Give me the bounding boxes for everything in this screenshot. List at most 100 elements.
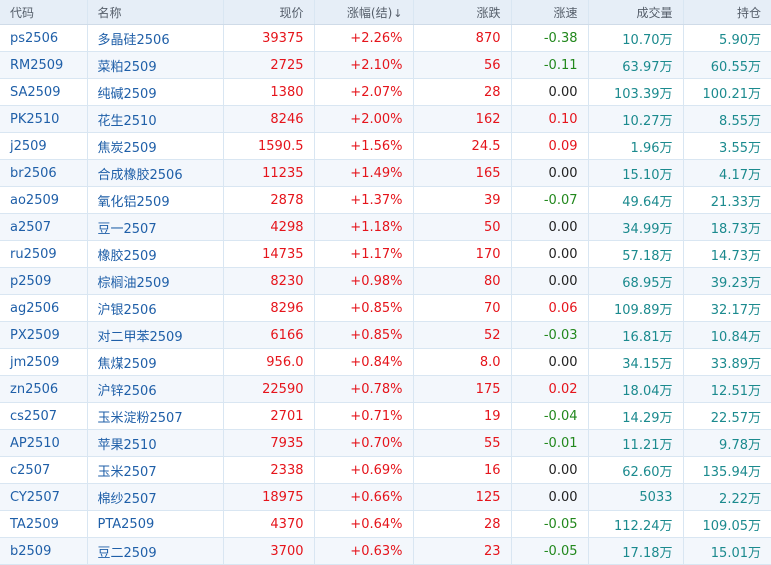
cell-code: ru2509	[0, 240, 88, 268]
sort-desc-icon: ↓	[393, 6, 403, 20]
cell-open-interest: 9.78万	[683, 429, 771, 457]
cell-change: 16	[413, 456, 512, 484]
cell-change-pct: +1.37%	[314, 186, 414, 214]
table-row[interactable]: a2507 豆一2507 4298 +1.18% 50 0.00 34.99万 18.73万	[0, 213, 771, 241]
cell-code: ps2506	[0, 24, 88, 52]
cell-volume: 34.15万	[588, 348, 684, 376]
table-row[interactable]: j2509 焦炭2509 1590.5 +1.56% 24.5 0.09 1.96万 3.55…	[0, 132, 771, 160]
table-row[interactable]: jm2509 焦煤2509 956.0 +0.84% 8.0 0.00 34.15万 33.8…	[0, 348, 771, 376]
cell-price: 4298	[223, 213, 315, 241]
table-row[interactable]: RM2509 菜粕2509 2725 +2.10% 56 -0.11 63.97万 60.55…	[0, 51, 771, 79]
table-row[interactable]: b2509 豆二2509 3700 +0.63% 23 -0.05 17.18万 15.01万	[0, 537, 771, 565]
cell-volume: 16.81万	[588, 321, 684, 349]
cell-price: 6166	[223, 321, 315, 349]
cell-volume: 18.04万	[588, 375, 684, 403]
cell-volume: 57.18万	[588, 240, 684, 268]
cell-change: 50	[413, 213, 512, 241]
cell-price: 39375	[223, 24, 315, 52]
cell-change-pct: +2.07%	[314, 78, 414, 106]
table-row[interactable]: PK2510 花生2510 8246 +2.00% 162 0.10 10.27万 8.55万	[0, 105, 771, 133]
table-row[interactable]: CY2507 棉纱2507 18975 +0.66% 125 0.00 5033 2.22万	[0, 483, 771, 511]
cell-open-interest: 109.05万	[683, 510, 771, 538]
cell-change: 56	[413, 51, 512, 79]
cell-name: 对二甲苯2509	[87, 321, 224, 349]
cell-volume: 49.64万	[588, 186, 684, 214]
cell-name: 合成橡胶2506	[87, 159, 224, 187]
cell-speed: 0.00	[511, 213, 589, 241]
cell-name: 纯碱2509	[87, 78, 224, 106]
cell-code: zn2506	[0, 375, 88, 403]
cell-volume: 10.70万	[588, 24, 684, 52]
col-header-volume[interactable]: 成交量	[588, 0, 684, 25]
cell-name: 焦炭2509	[87, 132, 224, 160]
table-row[interactable]: ps2506 多晶硅2506 39375 +2.26% 870 -0.38 10.70万 5.…	[0, 24, 771, 52]
col-header-open-interest[interactable]: 持仓	[683, 0, 771, 25]
col-header-speed[interactable]: 涨速	[511, 0, 589, 25]
cell-change-pct: +1.17%	[314, 240, 414, 268]
cell-change: 23	[413, 537, 512, 565]
cell-change: 70	[413, 294, 512, 322]
cell-code: a2507	[0, 213, 88, 241]
cell-change-pct: +0.84%	[314, 348, 414, 376]
cell-code: CY2507	[0, 483, 88, 511]
cell-open-interest: 33.89万	[683, 348, 771, 376]
cell-change: 28	[413, 510, 512, 538]
cell-price: 2701	[223, 402, 315, 430]
cell-volume: 63.97万	[588, 51, 684, 79]
cell-change-pct: +0.69%	[314, 456, 414, 484]
cell-code: br2506	[0, 159, 88, 187]
table-row[interactable]: c2507 玉米2507 2338 +0.69% 16 0.00 62.60万 135.94万	[0, 456, 771, 484]
cell-change: 125	[413, 483, 512, 511]
table-row[interactable]: AP2510 苹果2510 7935 +0.70% 55 -0.01 11.21万 9.78万	[0, 429, 771, 457]
col-header-change[interactable]: 涨跌	[413, 0, 512, 25]
table-row[interactable]: zn2506 沪锌2506 22590 +0.78% 175 0.02 18.04万 12.5…	[0, 375, 771, 403]
cell-name: 氧化铝2509	[87, 186, 224, 214]
cell-change-pct: +0.63%	[314, 537, 414, 565]
cell-name: 豆一2507	[87, 213, 224, 241]
table-row[interactable]: SA2509 纯碱2509 1380 +2.07% 28 0.00 103.39万 100.2…	[0, 78, 771, 106]
cell-volume: 103.39万	[588, 78, 684, 106]
cell-name: 棉纱2507	[87, 483, 224, 511]
cell-change: 52	[413, 321, 512, 349]
col-header-change-pct[interactable]: 涨幅(结)↓	[314, 0, 414, 25]
cell-speed: -0.05	[511, 537, 589, 565]
table-row[interactable]: cs2507 玉米淀粉2507 2701 +0.71% 19 -0.04 14.29万 22.…	[0, 402, 771, 430]
cell-code: j2509	[0, 132, 88, 160]
cell-name: 棕榈油2509	[87, 267, 224, 295]
table-header: 代码 名称 现价 涨幅(结)↓ 涨跌 涨速 成交量 持仓	[0, 0, 771, 25]
cell-change: 870	[413, 24, 512, 52]
cell-code: cs2507	[0, 402, 88, 430]
cell-change-pct: +1.49%	[314, 159, 414, 187]
cell-volume: 17.18万	[588, 537, 684, 565]
table-row[interactable]: br2506 合成橡胶2506 11235 +1.49% 165 0.00 15.10万 4.…	[0, 159, 771, 187]
cell-change-pct: +1.56%	[314, 132, 414, 160]
cell-code: b2509	[0, 537, 88, 565]
table-row[interactable]: ag2506 沪银2506 8296 +0.85% 70 0.06 109.89万 32.17…	[0, 294, 771, 322]
cell-open-interest: 10.84万	[683, 321, 771, 349]
cell-price: 4370	[223, 510, 315, 538]
cell-open-interest: 3.55万	[683, 132, 771, 160]
table-row[interactable]: p2509 棕榈油2509 8230 +0.98% 80 0.00 68.95万 39.23万	[0, 267, 771, 295]
cell-price: 2725	[223, 51, 315, 79]
cell-name: 花生2510	[87, 105, 224, 133]
cell-speed: 0.00	[511, 159, 589, 187]
cell-price: 1590.5	[223, 132, 315, 160]
col-header-name[interactable]: 名称	[87, 0, 224, 25]
table-row[interactable]: TA2509 PTA2509 4370 +0.64% 28 -0.05 112.24万 109…	[0, 510, 771, 538]
cell-code: RM2509	[0, 51, 88, 79]
table-body: ps2506 多晶硅2506 39375 +2.26% 870 -0.38 10.70万 5.…	[0, 24, 771, 565]
cell-change: 28	[413, 78, 512, 106]
table-row[interactable]: ao2509 氧化铝2509 2878 +1.37% 39 -0.07 49.64万 21.3…	[0, 186, 771, 214]
cell-open-interest: 5.90万	[683, 24, 771, 52]
cell-code: ag2506	[0, 294, 88, 322]
cell-volume: 5033	[588, 483, 684, 511]
table-row[interactable]: ru2509 橡胶2509 14735 +1.17% 170 0.00 57.18万 14.7…	[0, 240, 771, 268]
cell-change: 19	[413, 402, 512, 430]
cell-price: 3700	[223, 537, 315, 565]
cell-open-interest: 12.51万	[683, 375, 771, 403]
col-header-price[interactable]: 现价	[223, 0, 315, 25]
table-row[interactable]: PX2509 对二甲苯2509 6166 +0.85% 52 -0.03 16.81万 10.…	[0, 321, 771, 349]
col-header-code[interactable]: 代码	[0, 0, 88, 25]
cell-change-pct: +0.71%	[314, 402, 414, 430]
cell-speed: -0.01	[511, 429, 589, 457]
